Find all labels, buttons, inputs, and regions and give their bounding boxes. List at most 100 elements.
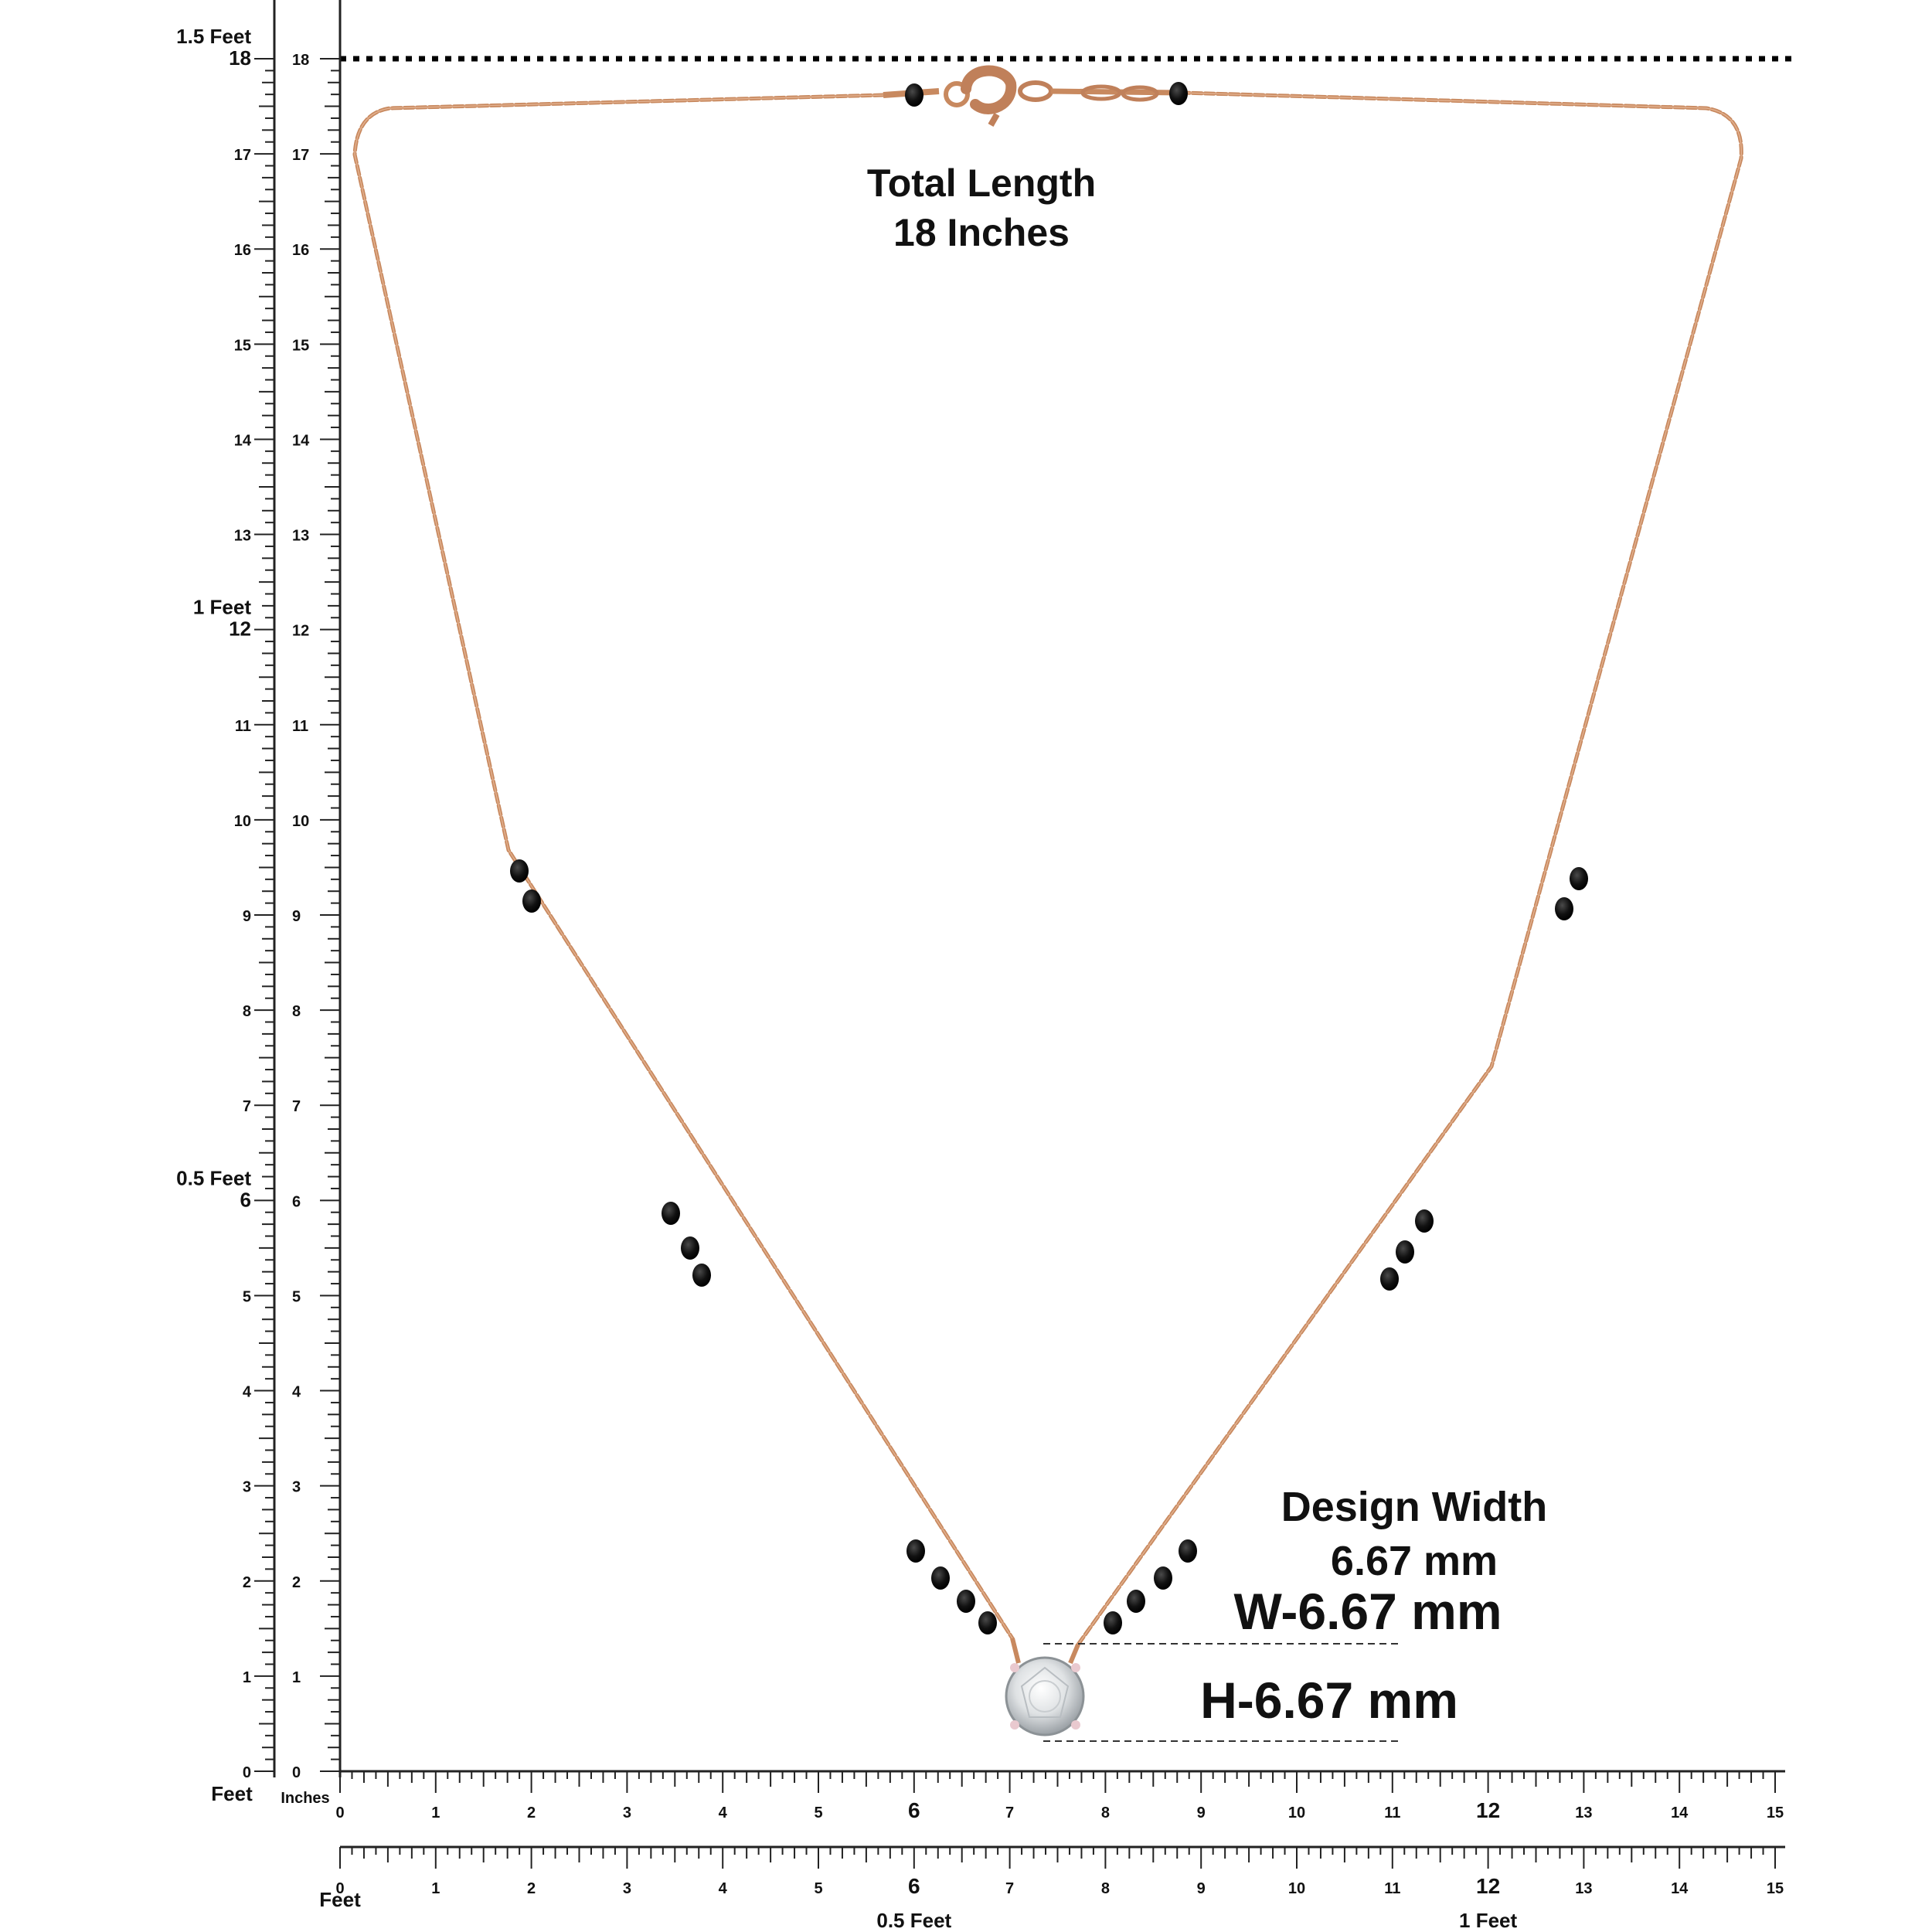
- horizontal-ruler-label: 12: [1476, 1798, 1500, 1822]
- black-bead: [905, 83, 923, 107]
- horizontal-ruler-label: 11: [1384, 1880, 1400, 1897]
- height-dimension-label: H-6.67 mm: [1200, 1672, 1458, 1729]
- black-bead: [1555, 897, 1573, 920]
- horizontal-ruler-label: 1: [431, 1880, 440, 1897]
- horizontal-ruler-label: 11: [1384, 1804, 1400, 1821]
- black-bead: [1415, 1209, 1434, 1233]
- black-bead: [1179, 1539, 1197, 1563]
- vertical-ruler-left-label: 4: [243, 1384, 252, 1401]
- horizontal-ruler-label: 3: [623, 1880, 631, 1897]
- horizontal-ruler-label: 8: [1101, 1804, 1110, 1821]
- vertical-ruler-right-label: 7: [292, 1098, 301, 1115]
- horizontal-ruler-label: 6: [908, 1874, 920, 1898]
- vertical-ruler-right-label: 5: [292, 1288, 301, 1305]
- vertical-ruler-right-label: 18: [292, 52, 309, 69]
- vertical-ruler-right-label: 2: [292, 1574, 301, 1591]
- black-bead: [662, 1202, 680, 1225]
- black-bead: [522, 889, 541, 913]
- horizontal-ruler-label: 0: [335, 1880, 344, 1897]
- vertical-ruler-right-label: 17: [292, 147, 309, 164]
- bottom-ruler-feet-label: 1 Feet: [1459, 1909, 1517, 1932]
- horizontal-ruler-label: 13: [1575, 1804, 1592, 1821]
- vertical-ruler-left-label: 9: [243, 908, 251, 925]
- horizontal-ruler-label: 15: [1767, 1804, 1784, 1821]
- horizontal-ruler-label: 14: [1671, 1880, 1689, 1897]
- horizontal-ruler-label: 9: [1197, 1880, 1206, 1897]
- black-bead: [1154, 1566, 1172, 1590]
- solitaire-pendant: [1005, 1638, 1085, 1736]
- vertical-ruler-left-label: 6: [240, 1188, 251, 1211]
- vertical-ruler-left-label: 5: [243, 1288, 251, 1305]
- vertical-ruler-right-label: 15: [292, 337, 309, 354]
- vertical-ruler-right-label: 11: [292, 718, 308, 735]
- vertical-ruler-left-label: 15: [234, 337, 251, 354]
- vertical-ruler-right-label: 14: [292, 432, 310, 449]
- lobster-clasp: [883, 65, 1183, 127]
- vertical-ruler-left-label: 0: [243, 1764, 251, 1781]
- black-bead: [978, 1611, 997, 1634]
- design-width-title: Design Width: [1281, 1484, 1548, 1530]
- black-bead: [1380, 1267, 1399, 1291]
- horizontal-ruler-label: 3: [623, 1804, 631, 1821]
- vertical-ruler-right-label: 10: [292, 813, 309, 830]
- vertical-ruler-feet-unit: Feet: [211, 1782, 253, 1805]
- vertical-ruler-right-label: 1: [292, 1669, 301, 1686]
- vertical-ruler-left-label: 2: [243, 1574, 251, 1591]
- black-bead: [681, 1236, 699, 1260]
- horizontal-ruler-label: 4: [719, 1804, 728, 1821]
- design-width-value: 6.67 mm: [1330, 1538, 1498, 1584]
- horizontal-ruler-label: 7: [1005, 1880, 1014, 1897]
- vertical-ruler-right-label: 16: [292, 242, 309, 259]
- width-dimension-label: W-6.67 mm: [1233, 1583, 1502, 1640]
- vertical-ruler-right-label: 6: [292, 1193, 301, 1210]
- black-beads: [510, 82, 1588, 1634]
- horizontal-ruler-label: 0: [335, 1804, 344, 1821]
- vertical-ruler-right-label: 9: [292, 908, 301, 925]
- horizontal-ruler-label: 9: [1197, 1804, 1206, 1821]
- necklace-chain: [352, 90, 1743, 1647]
- vertical-ruler-feet-label: 0.5 Feet: [176, 1166, 251, 1189]
- necklace: [352, 65, 1743, 1736]
- black-bead: [906, 1539, 925, 1563]
- black-bead: [692, 1264, 711, 1287]
- horizontal-ruler-label: 2: [527, 1804, 536, 1821]
- vertical-ruler-left-label: 12: [229, 617, 251, 641]
- vertical-ruler-left-label: 13: [234, 528, 251, 545]
- horizontal-ruler-label: 10: [1288, 1880, 1305, 1897]
- bottom-ruler-start-label: Feet: [319, 1888, 361, 1911]
- vertical-ruler-left-label: 1: [243, 1669, 251, 1686]
- black-bead: [1127, 1590, 1145, 1613]
- horizontal-ruler-label: 13: [1575, 1880, 1592, 1897]
- vertical-ruler-right-label: 4: [292, 1384, 301, 1401]
- vertical-ruler-right-label: 0: [292, 1764, 301, 1781]
- total-length-title: Total Length: [866, 162, 1097, 205]
- horizontal-ruler-label: 1: [431, 1804, 440, 1821]
- horizontal-ruler-label: 10: [1288, 1804, 1305, 1821]
- black-bead: [1104, 1611, 1122, 1634]
- vertical-ruler-right-label: 8: [292, 1003, 301, 1020]
- horizontal-ruler-label: 6: [908, 1798, 920, 1822]
- vertical-ruler-left-label: 3: [243, 1479, 251, 1496]
- vertical-ruler-right-label: 13: [292, 528, 309, 545]
- vertical-ruler-left-label: 17: [234, 147, 251, 164]
- vertical-ruler-left-label: 18: [229, 46, 251, 70]
- black-bead: [931, 1566, 950, 1590]
- black-bead: [1570, 867, 1588, 890]
- horizontal-ruler-label: 12: [1476, 1874, 1500, 1898]
- vertical-ruler-right-label: 12: [292, 623, 309, 640]
- design-width-label: Design Width 6.67 mm: [1244, 1480, 1584, 1588]
- bottom-ruler-feet-label: 0.5 Feet: [876, 1909, 951, 1932]
- vertical-ruler-left-label: 10: [234, 813, 251, 830]
- vertical-ruler-left-label: 11: [235, 718, 251, 735]
- black-bead: [1169, 82, 1188, 105]
- vertical-ruler-right-label: 3: [292, 1479, 301, 1496]
- horizontal-ruler-label: 5: [814, 1804, 822, 1821]
- horizontal-ruler-top: 0 1 2 3 4 5 6 7 8 9 10 11 12 13 14 15: [335, 1770, 1785, 1822]
- horizontal-ruler-label: 2: [527, 1880, 536, 1897]
- total-length-value: 18 Inches: [893, 211, 1070, 254]
- horizontal-ruler-label: 5: [814, 1880, 822, 1897]
- black-bead: [510, 859, 529, 883]
- vertical-ruler-left-label: 8: [243, 1003, 251, 1020]
